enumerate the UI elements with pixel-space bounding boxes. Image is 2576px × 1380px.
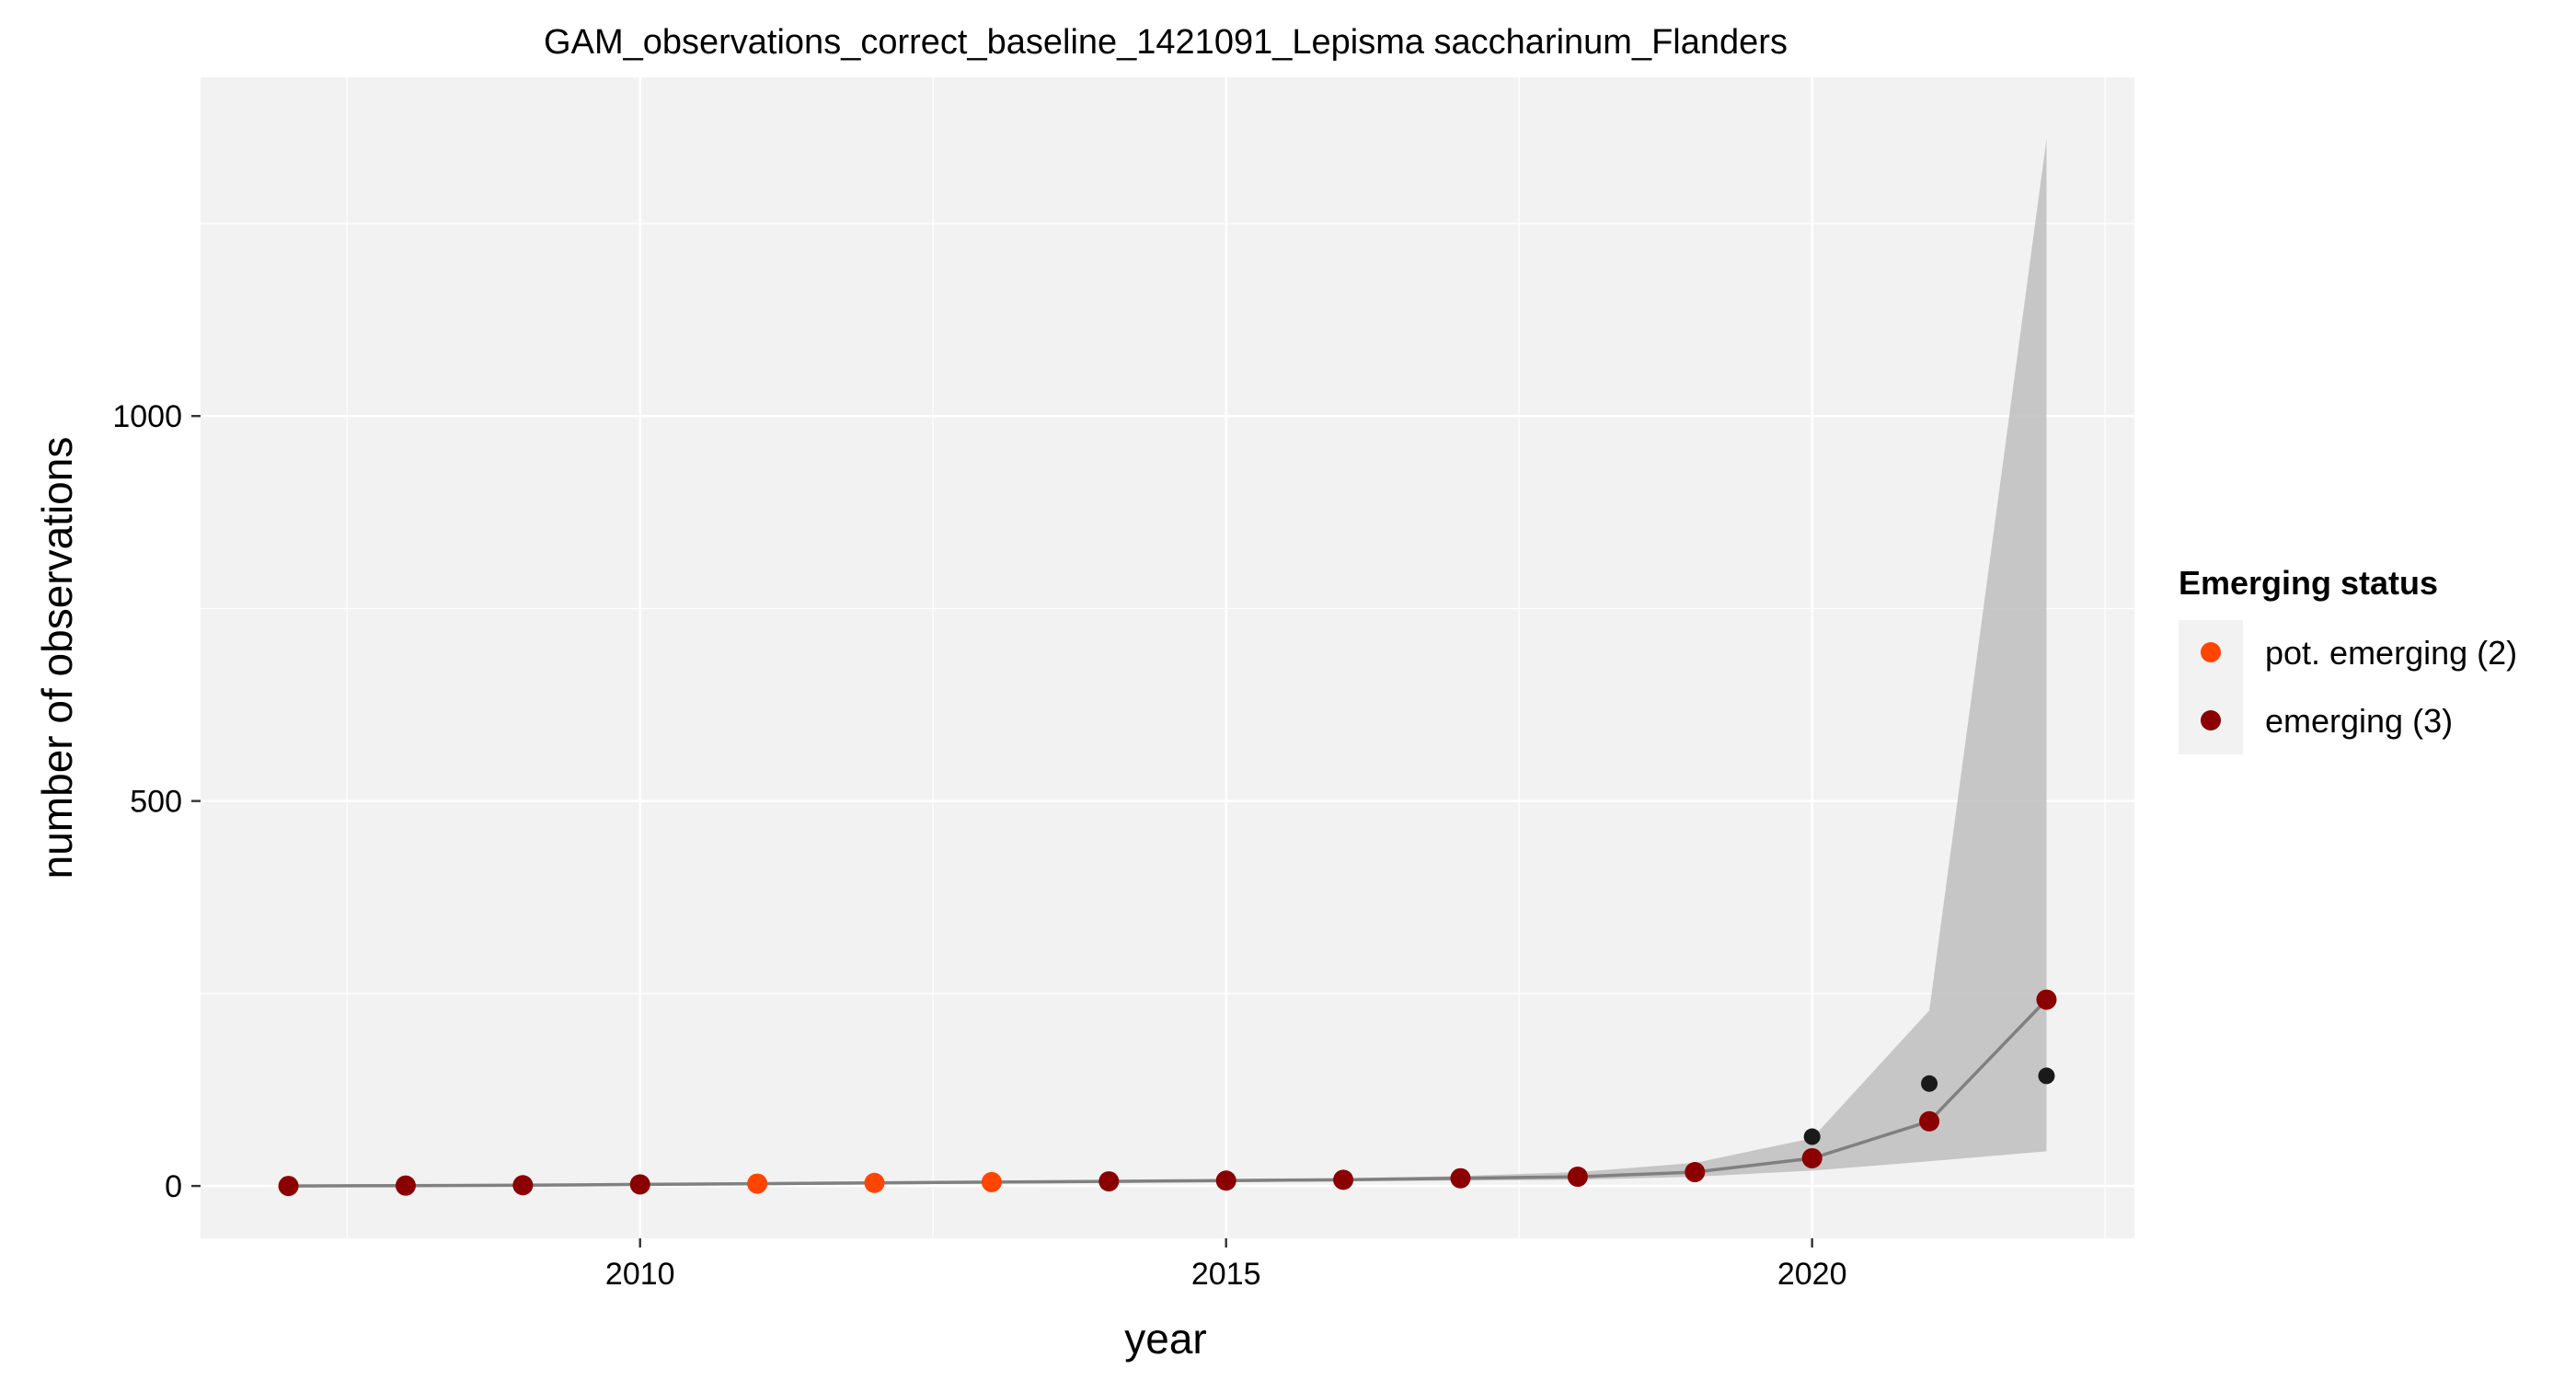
legend-key-box (2179, 620, 2243, 754)
data-point (278, 1176, 299, 1197)
observed-point (2038, 1067, 2055, 1085)
data-point (747, 1173, 768, 1194)
legend: Emerging status pot. emerging (2) emergi… (2179, 564, 2517, 754)
y-axis-title: number of observations (33, 437, 81, 880)
data-point (1450, 1167, 1471, 1189)
data-point (864, 1172, 885, 1193)
legend-key-emerging (2201, 710, 2221, 730)
chart-title: GAM_observations_correct_baseline_142109… (544, 23, 1788, 62)
observed-points (1803, 1067, 2055, 1145)
y-tick-label: 0 (165, 1169, 182, 1204)
y-tick-label: 500 (130, 785, 182, 820)
data-point (1098, 1171, 1120, 1192)
data-point (395, 1175, 416, 1196)
x-tick-label: 2015 (1191, 1257, 1261, 1292)
fit-line (288, 998, 2048, 1188)
data-point (2036, 989, 2057, 1010)
grid-lines (201, 77, 2134, 1238)
status-points (278, 989, 2057, 1197)
observed-point (1921, 1075, 1938, 1092)
data-point (1919, 1110, 1940, 1132)
axis-ticks: 2010 2015 2020 0 500 1000 (112, 399, 1846, 1292)
observed-point (1803, 1128, 1821, 1145)
legend-label-pot-emerging: pot. emerging (2) (2265, 634, 2517, 672)
data-point (629, 1174, 650, 1195)
legend-label-emerging: emerging (3) (2265, 702, 2453, 740)
confidence-ribbon (288, 138, 2047, 1187)
data-point (1567, 1167, 1588, 1188)
x-tick-label: 2020 (1777, 1257, 1847, 1292)
data-point (1801, 1147, 1823, 1168)
x-tick-label: 2010 (605, 1257, 675, 1292)
data-point (1685, 1162, 1706, 1183)
data-point (512, 1175, 534, 1196)
data-point (1215, 1170, 1236, 1191)
x-axis-title: year (1124, 1315, 1206, 1363)
data-point (981, 1171, 1002, 1192)
y-tick-label: 1000 (112, 399, 182, 434)
data-point (1333, 1169, 1354, 1190)
plot-panel (201, 77, 2134, 1238)
legend-title: Emerging status (2179, 564, 2438, 602)
legend-key-pot-emerging (2201, 642, 2221, 662)
